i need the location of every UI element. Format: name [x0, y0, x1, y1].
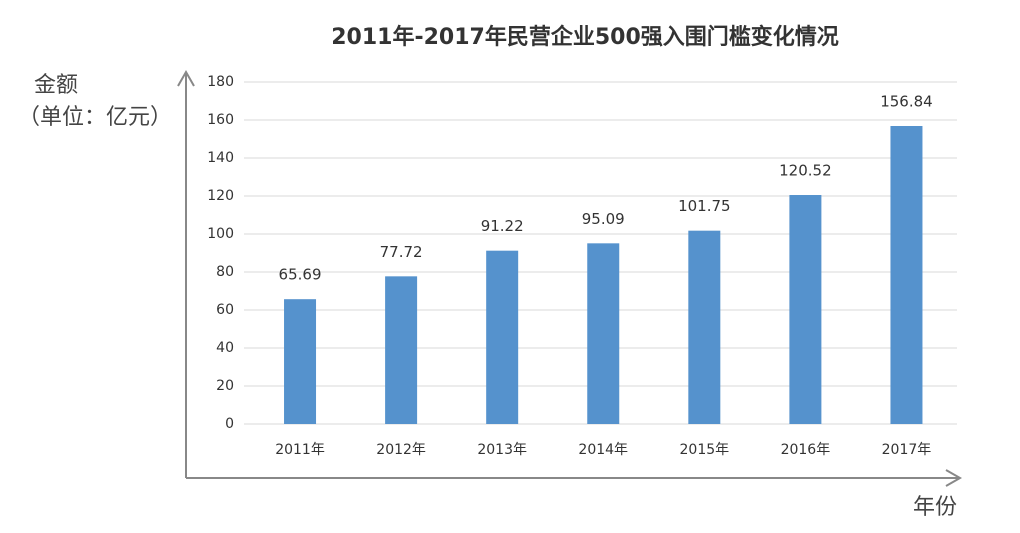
y-tick-label: 40: [216, 340, 234, 356]
value-label: 156.84: [880, 93, 933, 111]
x-tick-label: 2014年: [578, 442, 628, 458]
value-label: 77.72: [380, 243, 423, 261]
y-axis-label: 金额: [34, 73, 78, 98]
y-tick-label: 100: [207, 226, 234, 242]
y-tick-label: 120: [207, 188, 234, 204]
x-tick-label: 2013年: [477, 442, 527, 458]
y-tick-label: 80: [216, 264, 234, 280]
value-label: 95.09: [582, 210, 625, 228]
bar: [486, 250, 519, 424]
value-label: 65.69: [279, 266, 322, 284]
chart-title: 2011年-2017年民营企业500强入围门槛变化情况: [331, 24, 839, 50]
y-axis-label: （单位：亿元）: [18, 105, 172, 130]
x-tick-label: 2017年: [882, 442, 932, 458]
axis-arrows: [177, 69, 963, 487]
bar: [688, 230, 721, 424]
value-label: 101.75: [678, 197, 731, 215]
y-tick-label: 160: [207, 112, 234, 128]
bar: [890, 126, 923, 424]
x-tick-label: 2015年: [680, 442, 730, 458]
x-tick-label: 2016年: [781, 442, 831, 458]
value-label: 120.52: [779, 162, 832, 180]
y-tick-label: 140: [207, 150, 234, 166]
bar: [587, 243, 620, 424]
bar: [789, 195, 822, 424]
y-tick-label: 0: [225, 416, 234, 432]
x-tick-label: 2012年: [376, 442, 426, 458]
bar: [385, 276, 418, 424]
y-tick-label: 180: [207, 74, 234, 90]
y-tick-label: 20: [216, 378, 234, 394]
x-tick-label: 2011年: [275, 442, 325, 458]
y-tick-label: 60: [216, 302, 234, 318]
x-axis-label: 年份: [913, 495, 957, 520]
bar: [284, 299, 317, 424]
value-label: 91.22: [481, 217, 524, 235]
